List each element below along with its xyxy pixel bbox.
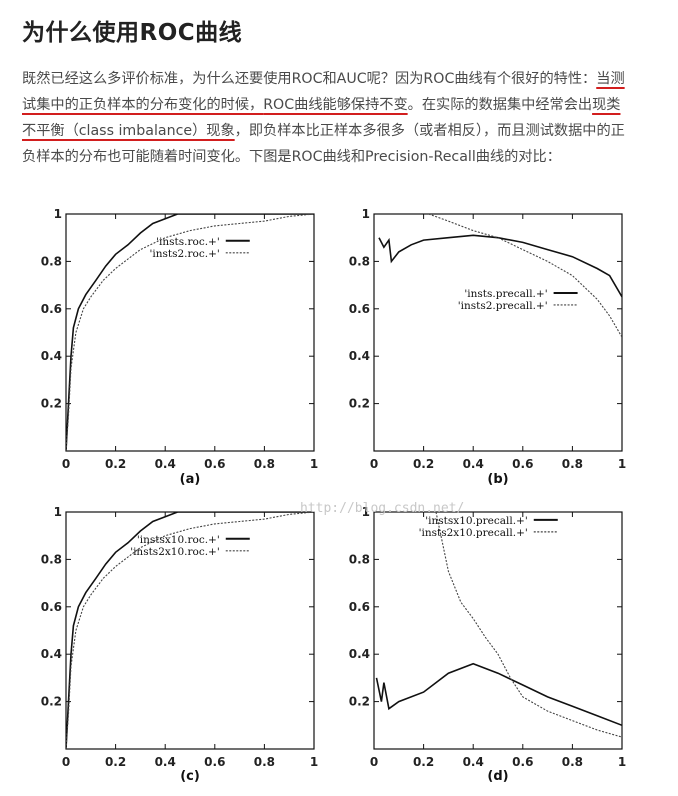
y-tick-label: 0.8: [349, 552, 370, 566]
y-tick-label: 0.6: [349, 302, 370, 316]
legend-label: 'insts2x10.roc.+': [130, 546, 220, 558]
x-tick-label: 0.2: [413, 755, 434, 769]
legend-label: 'instsx10.precall.+': [425, 515, 527, 527]
x-tick-label: 0.8: [254, 755, 275, 769]
y-tick-label: 0.4: [41, 349, 62, 363]
chart-panel-1: 0 0.2 0.2 0.4 0.4 0.6 0.6 0.8 0.8 1 1 'insts.roc.+'…: [41, 207, 318, 487]
x-tick-label: 0.4: [155, 755, 176, 769]
intro-paragraph: 既然已经这么多评价标准，为什么还要使用ROC和AUC呢？因为ROC曲线有个很好的…: [22, 66, 658, 170]
y-tick-label: 0.8: [349, 254, 370, 268]
y-tick-label: 0.8: [41, 552, 62, 566]
underlined-text: 不平衡（class imbalance）现象: [22, 123, 235, 139]
x-tick-label: 0.6: [512, 457, 533, 471]
legend-label: 'insts2.precall.+': [458, 300, 548, 312]
article-title: 为什么使用ROC曲线: [22, 20, 243, 46]
underlined-text: 试集中的正负样本的分布变化的时候，: [22, 97, 264, 113]
y-tick-label: 0.6: [41, 302, 62, 316]
y-tick-label: 0.2: [41, 397, 62, 411]
panel-caption: (a): [180, 472, 201, 487]
x-tick-label: 0: [62, 457, 70, 471]
legend-label: 'insts2x10.precall.+': [419, 527, 528, 539]
series-line-1: [375, 662, 622, 727]
x-tick-label: 0: [62, 755, 70, 769]
x-tick-label: 0.8: [254, 457, 275, 471]
y-tick-label: 0.4: [41, 647, 62, 661]
y-tick-label: 0.4: [349, 349, 370, 363]
chart-panel-4: 0 0.2 0.2 0.4 0.4 0.6 0.6 0.8 0.8 1 1 'instsx10.pre…: [349, 505, 626, 784]
x-tick-label: 0.4: [463, 457, 484, 471]
paragraph-line-1: 既然已经这么多评价标准，为什么还要使用ROC和AUC呢？因为ROC曲线有个很好的…: [22, 66, 658, 92]
plot-frame: [373, 511, 623, 750]
x-tick-label: 0.2: [105, 457, 126, 471]
x-tick-label: 0: [370, 755, 378, 769]
y-tick-label: 1: [362, 207, 370, 221]
panel-caption: (c): [180, 769, 200, 784]
underlined-text: ROC曲线能够保持不变: [263, 97, 408, 113]
x-tick-label: 0.6: [204, 755, 225, 769]
paragraph-line-4: 负样本的分布也可能随着时间变化。下图是ROC曲线和Precision-Recal…: [22, 144, 658, 170]
x-tick-label: 0.2: [105, 755, 126, 769]
chart-panel-3: 0 0.2 0.2 0.4 0.4 0.6 0.6 0.8 0.8 1 1 'instsx10.roc…: [41, 505, 318, 784]
series-line-1: [66, 512, 314, 749]
x-tick-label: 0.4: [155, 457, 176, 471]
series-line-2: [435, 512, 622, 738]
x-tick-label: 0: [370, 457, 378, 471]
x-tick-label: 1: [618, 755, 626, 769]
x-tick-label: 1: [310, 457, 318, 471]
panel-caption: (d): [487, 769, 508, 784]
paragraph-line-2: 试集中的正负样本的分布变化的时候，ROC曲线能够保持不变。在实际的数据集中经常会…: [22, 92, 658, 118]
y-tick-label: 0.2: [349, 695, 370, 709]
y-tick-label: 1: [362, 505, 370, 519]
legend-label: 'instsx10.roc.+': [137, 534, 220, 546]
series-line-1: [378, 234, 622, 298]
text-segment: 负样本的分布也可能随着时间变化。下图是ROC曲线和Precision-Recal…: [22, 149, 561, 165]
y-tick-label: 1: [54, 505, 62, 519]
x-tick-label: 0.8: [562, 457, 583, 471]
series-line-2: [66, 512, 314, 749]
paragraph-line-3: 不平衡（class imbalance）现象，即负样本比正样本多很多（或者相反）…: [22, 118, 658, 144]
legend-label: 'insts.precall.+': [464, 288, 547, 300]
x-tick-label: 0.4: [463, 755, 484, 769]
plot-frame: [373, 213, 623, 452]
x-tick-label: 0.6: [512, 755, 533, 769]
underlined-text: 现类: [592, 97, 621, 113]
x-tick-label: 0.8: [562, 755, 583, 769]
y-tick-label: 0.2: [349, 397, 370, 411]
series-line-1: [66, 214, 314, 451]
y-tick-label: 0.8: [41, 254, 62, 268]
series-line-2: [66, 214, 314, 451]
text-segment: 。在实际的数据集中经常会出: [407, 97, 593, 113]
y-tick-label: 0.6: [349, 600, 370, 614]
x-tick-label: 0.2: [413, 457, 434, 471]
y-tick-label: 0.2: [41, 695, 62, 709]
y-tick-label: 0.4: [349, 647, 370, 661]
x-tick-label: 1: [618, 457, 626, 471]
legend-label: 'insts.roc.+': [156, 236, 220, 248]
x-tick-label: 1: [310, 755, 318, 769]
x-tick-label: 0.6: [204, 457, 225, 471]
legend-label: 'insts2.roc.+': [149, 248, 219, 260]
text-segment: 既然已经这么多评价标准，为什么还要使用ROC和AUC呢？因为ROC曲线有个很好的…: [22, 71, 597, 87]
chart-panel-2: 0 0.2 0.2 0.4 0.4 0.6 0.6 0.8 0.8 1 1 'insts.precal…: [349, 207, 626, 487]
y-tick-label: 0.6: [41, 600, 62, 614]
y-tick-label: 1: [54, 207, 62, 221]
panel-caption: (b): [487, 472, 508, 487]
comparison-figure: 0 0.2 0.2 0.4 0.4 0.6 0.6 0.8 0.8 1 1 'insts.roc.+'…: [0, 190, 678, 796]
watermark-text: http://blog.csdn.net/: [300, 501, 464, 516]
underlined-text: 当测: [596, 71, 625, 87]
series-line-2: [428, 214, 622, 338]
chart-grid-svg: 0 0.2 0.2 0.4 0.4 0.6 0.6 0.8 0.8 1 1 'insts.roc.+'…: [41, 207, 626, 784]
text-segment: ，即负样本比正样本多很多（或者相反），而且测试数据中的正: [234, 123, 625, 139]
